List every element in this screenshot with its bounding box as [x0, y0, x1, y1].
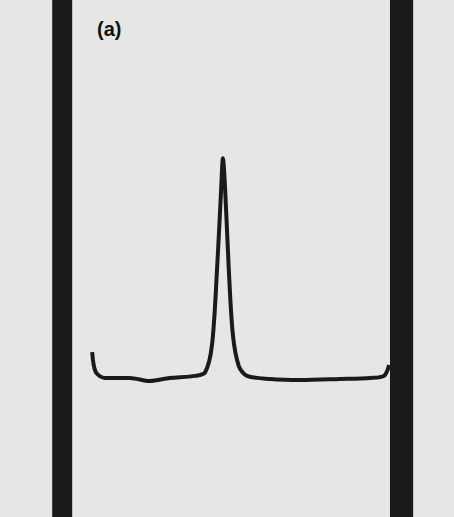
svg-text:(a): (a): [97, 18, 121, 40]
